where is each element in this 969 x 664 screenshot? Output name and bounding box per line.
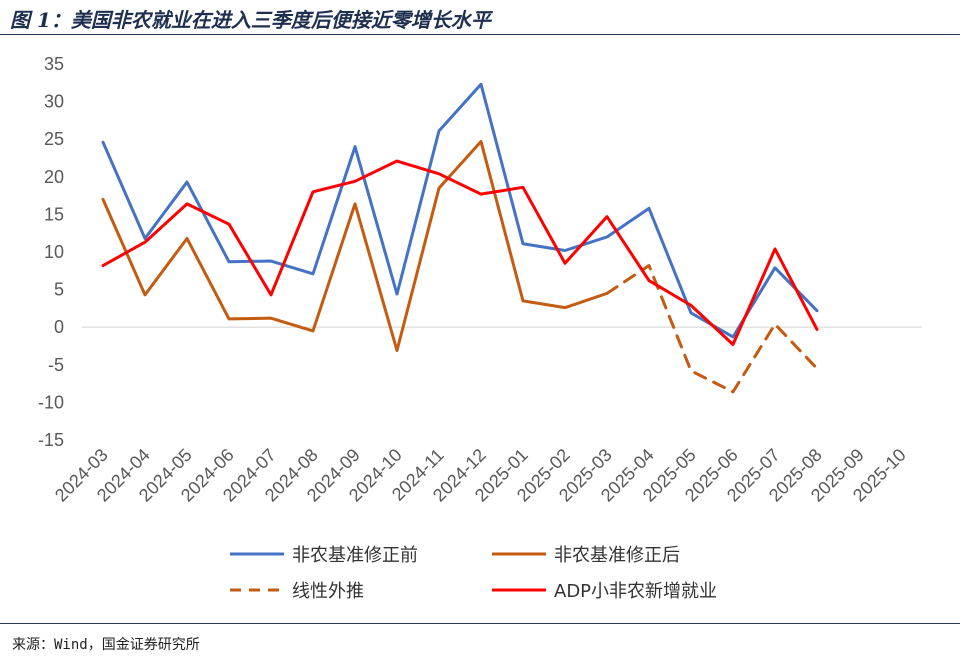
data-point [816, 309, 819, 312]
data-point [438, 172, 441, 175]
data-point [354, 145, 357, 148]
legend-item: 非农基准修正后 [492, 545, 680, 566]
y-tick-label: 15 [44, 204, 64, 224]
chart-series [101, 82, 903, 394]
data-point [606, 292, 609, 295]
data-point [816, 367, 819, 370]
line-chart: 35302520151050-5-10-152024-032024-042024… [38, 54, 922, 602]
data-point [480, 140, 483, 143]
data-point [648, 207, 651, 210]
legend-item: ADP小非农新增就业 [492, 581, 717, 602]
data-point [690, 304, 693, 307]
data-point [186, 181, 189, 184]
data-point [228, 223, 231, 226]
title-rule [0, 34, 960, 35]
data-point [732, 343, 735, 346]
data-point [438, 129, 441, 132]
y-tick-label: 30 [44, 92, 64, 112]
data-point [690, 311, 693, 314]
legend-label: 线性外推 [292, 581, 364, 602]
data-point [732, 335, 735, 338]
data-point [480, 193, 483, 196]
source-note: 来源：Wind，国金证券研究所 [12, 637, 200, 653]
legend-item: 线性外推 [230, 581, 364, 602]
data-point [900, 294, 903, 297]
series-line [101, 139, 609, 353]
data-point [144, 241, 147, 244]
series-line [101, 82, 819, 339]
y-tick-label: 25 [44, 129, 64, 149]
data-point [774, 323, 777, 326]
data-point [228, 260, 231, 263]
legend-label: 非农基准修正前 [292, 545, 418, 566]
series-line [605, 264, 819, 394]
data-point [480, 83, 483, 86]
y-tick-label: -15 [38, 430, 64, 450]
figure-title: 图 1：美国非农就业在进入三季度后便接近零增长水平 [10, 8, 491, 32]
data-point [774, 247, 777, 250]
data-point [564, 249, 567, 252]
data-point [522, 242, 525, 245]
data-point [690, 369, 693, 372]
data-point [186, 237, 189, 240]
data-point [648, 279, 651, 282]
data-point [270, 260, 273, 263]
data-point [564, 262, 567, 265]
data-point [144, 293, 147, 296]
data-point [270, 317, 273, 320]
legend-label: 非农基准修正后 [554, 545, 680, 566]
y-tick-label: 20 [44, 167, 64, 187]
data-point [312, 272, 315, 275]
data-point [312, 190, 315, 193]
data-point [354, 180, 357, 183]
data-point [438, 187, 441, 190]
legend-item: 非农基准修正前 [230, 545, 418, 566]
data-point [186, 202, 189, 205]
data-point [732, 390, 735, 393]
data-point [606, 215, 609, 218]
data-point [606, 235, 609, 238]
data-point [564, 306, 567, 309]
y-tick-label: 5 [54, 280, 64, 300]
data-point [102, 198, 105, 201]
footer-rule [0, 623, 960, 624]
y-tick-label: 0 [54, 317, 64, 337]
data-point [396, 293, 399, 296]
legend-label: ADP小非农新增就业 [554, 581, 717, 602]
series-line [101, 159, 819, 346]
data-point [816, 328, 819, 331]
data-point [228, 317, 231, 320]
data-point [648, 264, 651, 267]
data-point [396, 349, 399, 352]
data-point [396, 160, 399, 163]
data-point [522, 186, 525, 189]
title-bar: 图 1：美国非农就业在进入三季度后便接近零增长水平 [0, 0, 960, 34]
data-point [102, 141, 105, 144]
data-point [312, 329, 315, 332]
y-tick-label: -5 [48, 355, 64, 375]
y-tick-label: 10 [44, 242, 64, 262]
data-point [774, 266, 777, 269]
y-tick-label: -10 [38, 392, 64, 412]
data-point [270, 293, 273, 296]
data-point [354, 202, 357, 205]
y-tick-label: 35 [44, 54, 64, 74]
data-point [522, 299, 525, 302]
data-point [102, 264, 105, 267]
